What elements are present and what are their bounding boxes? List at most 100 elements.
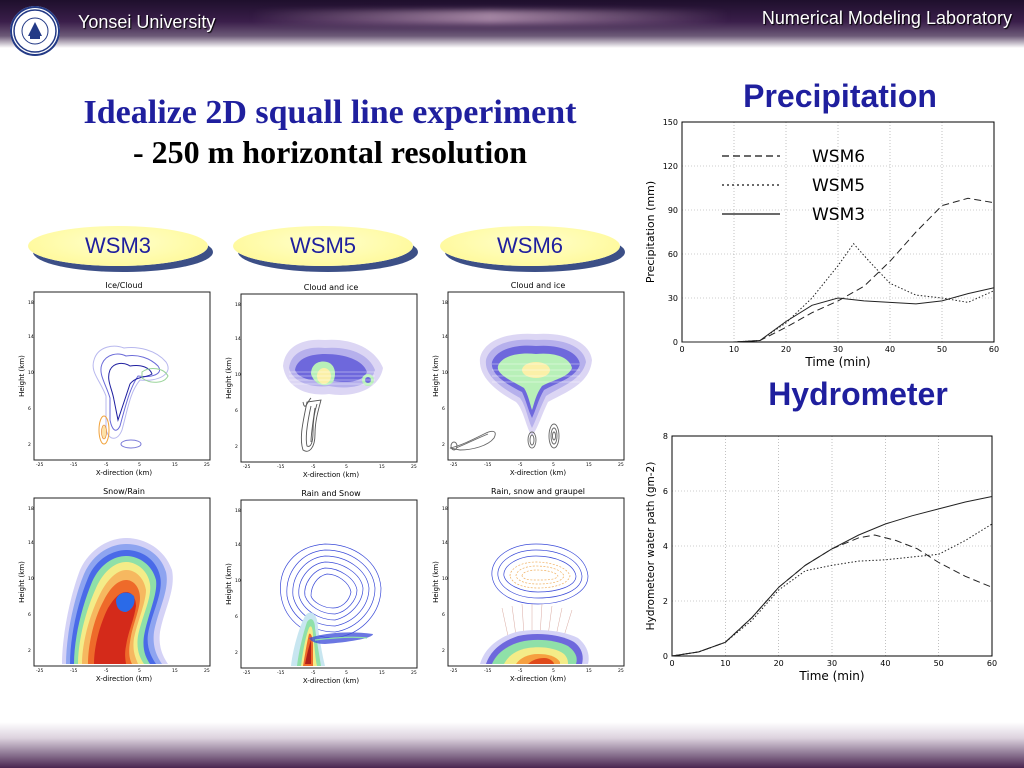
- chart-legend: WSM6 WSM5 WSM3: [722, 147, 865, 225]
- panel-title: Cloud and ice: [304, 283, 359, 292]
- x-tick: -25: [36, 462, 43, 468]
- panel-axes: -25 -15 -5 5 15 25 2 6 10 14 18: [442, 300, 624, 468]
- x-tick: -15: [484, 462, 491, 468]
- x-tick: 15: [379, 670, 385, 676]
- panel-frame: [240, 293, 418, 463]
- chart-ticks: 0 10 20 30 40 50 60 0 2 4 6 8: [663, 432, 997, 668]
- x-tick: 25: [204, 462, 210, 468]
- contour-panel-wsm6-cloud-ice: Cloud and ice -25 -15 -5 5 15 25 2 6 10: [432, 281, 625, 477]
- y-tick-label: 4: [663, 542, 668, 551]
- x-tick: -5: [518, 668, 523, 674]
- x-tick: -5: [311, 670, 316, 676]
- y-tick: 10: [235, 372, 241, 378]
- panel-frame: [33, 291, 211, 461]
- panel-ylabel: Height (km): [225, 357, 233, 399]
- series-line-dashed: [671, 534, 993, 657]
- x-tick: 25: [618, 668, 624, 674]
- y-tick: 14: [28, 540, 34, 546]
- panel-title: Snow/Rain: [103, 487, 145, 496]
- y-tick: 14: [235, 336, 241, 342]
- x-tick: -5: [311, 464, 316, 470]
- y-tick: 18: [235, 302, 241, 308]
- panel-axes: -25 -15 -5 5 15 25 2 6 10 14 18: [235, 302, 417, 470]
- x-tick-label: 60: [987, 659, 997, 668]
- chart-frame: [681, 121, 995, 343]
- x-tick: 5: [138, 462, 141, 468]
- y-tick-label: 90: [668, 206, 678, 215]
- panel-xlabel: X-direction (km): [303, 677, 359, 685]
- panel-title: Rain and Snow: [301, 489, 361, 498]
- panel-axes: -25 -15 -5 5 15 25 2 6 10 14 18: [28, 300, 210, 468]
- y-tick: 18: [28, 506, 34, 512]
- y-tick: 14: [442, 540, 448, 546]
- y-tick-label: 120: [663, 162, 678, 171]
- contour-panel-wsm3-snow-rain: Snow/Rain -25 -15 -5 5 15 25 2 6 10 14 1…: [18, 487, 211, 683]
- y-tick: 10: [235, 578, 241, 584]
- x-tick: -25: [243, 464, 250, 470]
- x-tick: 5: [552, 668, 555, 674]
- x-tick: -5: [104, 668, 109, 674]
- university-name: Yonsei University: [78, 12, 216, 32]
- y-tick: 10: [28, 576, 34, 582]
- chart-grid: [682, 122, 994, 342]
- x-tick: 25: [411, 670, 417, 676]
- y-tick: 10: [442, 370, 448, 376]
- x-tick-label: 30: [833, 345, 843, 354]
- header-bar: [0, 0, 1024, 48]
- x-tick: 15: [172, 462, 178, 468]
- panel-axes: -25 -15 -5 5 15 25 2 6 10 14 18: [442, 506, 624, 674]
- x-tick: -15: [484, 668, 491, 674]
- y-tick: 2: [28, 648, 31, 654]
- x-tick: 15: [172, 668, 178, 674]
- panel-xlabel: X-direction (km): [303, 471, 359, 479]
- y-tick-label: 6: [663, 487, 668, 496]
- y-tick: 6: [442, 406, 445, 412]
- x-tick: 25: [411, 464, 417, 470]
- x-tick-label: 50: [934, 659, 944, 668]
- x-tick-label: 40: [880, 659, 890, 668]
- y-tick: 18: [235, 508, 241, 514]
- y-tick: 14: [442, 334, 448, 340]
- x-tick-label: 50: [937, 345, 947, 354]
- y-tick: 10: [28, 370, 34, 376]
- y-tick: 18: [442, 300, 448, 306]
- x-tick-label: 10: [729, 345, 739, 354]
- cloud-ice-contours: [283, 339, 383, 452]
- x-tick: -25: [36, 668, 43, 674]
- chart-series: [682, 197, 995, 343]
- series-line-dotted: [671, 523, 993, 657]
- precip-xlabel: Time (min): [804, 355, 870, 369]
- y-tick-label: 0: [663, 652, 668, 661]
- panel-ylabel: Height (km): [432, 561, 440, 603]
- contour-panel-wsm6-rain-snow-graupel: Rain, snow and graupel -25 -15 -5 5 15 2…: [432, 487, 625, 683]
- series-line-dotted: [682, 242, 995, 343]
- y-tick: 14: [28, 334, 34, 340]
- hydro-title: Hydrometer: [768, 376, 948, 412]
- contour-panel-wsm5-cloud-ice: Cloud and ice -25 -15 -5 5 15 25 2 6 10 …: [225, 283, 418, 479]
- panel-axes: -25 -15 -5 5 15 25 2 6 10 14 18: [235, 508, 417, 676]
- y-tick: 6: [28, 612, 31, 618]
- panel-title: Cloud and ice: [511, 281, 566, 290]
- contour-panel-wsm5-rain-snow: Rain and Snow -25 -15 -5 5 15 25 2 6 10 …: [225, 489, 418, 685]
- series-line-solid: [682, 287, 995, 343]
- panel-ylabel: Height (km): [18, 355, 26, 397]
- hydro-ylabel: Hydrometeor water path (gm-2): [645, 462, 657, 631]
- x-tick-label: 20: [774, 659, 784, 668]
- x-tick-label: 60: [989, 345, 999, 354]
- x-tick: -15: [277, 464, 284, 470]
- x-tick: -15: [70, 462, 77, 468]
- x-tick: -25: [243, 670, 250, 676]
- scheme-label-wsm5: WSM5: [233, 226, 413, 266]
- panel-ylabel: Height (km): [225, 563, 233, 605]
- x-tick-label: 0: [669, 659, 674, 668]
- x-tick: -25: [450, 462, 457, 468]
- series-line-dashed: [682, 197, 995, 343]
- legend-label: WSM3: [812, 205, 865, 225]
- x-tick: -5: [104, 462, 109, 468]
- x-tick-label: 20: [781, 345, 791, 354]
- rain-snow-contours: [280, 543, 382, 666]
- x-tick: 25: [204, 668, 210, 674]
- x-tick: 5: [345, 670, 348, 676]
- x-tick: 25: [618, 462, 624, 468]
